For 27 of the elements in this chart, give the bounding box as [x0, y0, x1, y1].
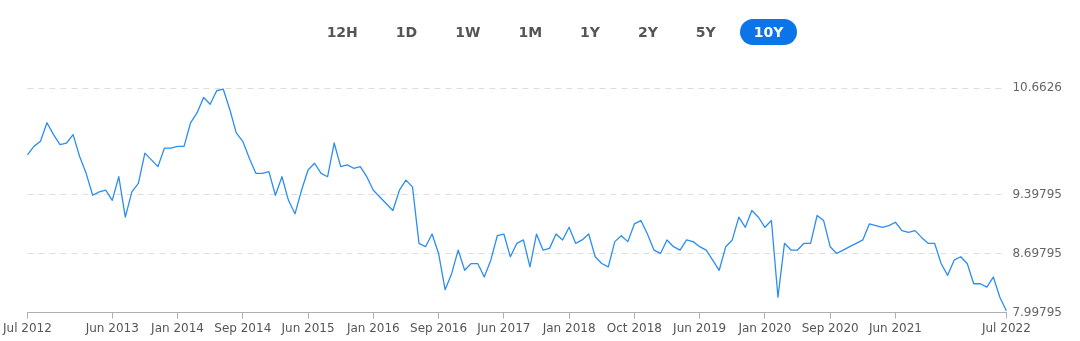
text: 10Y: [739, 19, 798, 45]
text: 1M: [517, 23, 544, 42]
x-tick-label: Jan 2014: [150, 320, 204, 335]
x-tick-label: Jul 2012: [1, 320, 52, 335]
y-tick-label: 7.99795: [1012, 304, 1062, 319]
x-tick-label: Jun 2021: [867, 320, 922, 335]
text: 1Y: [579, 23, 601, 42]
x-tick-label: Jan 2020: [737, 320, 792, 335]
x-tick-label: Jun 2017: [476, 320, 531, 335]
x-tick-label: Sep 2020: [801, 320, 859, 335]
x-tick-label: Jun 2013: [84, 320, 139, 335]
text: 1W: [454, 23, 482, 42]
x-tick-label: Jan 2016: [345, 320, 400, 335]
text: 5Y: [694, 23, 717, 42]
y-tick-label: 8.69795: [1012, 245, 1062, 260]
x-tick-label: Jul 2022: [980, 320, 1031, 335]
x-tick-label: Sep 2016: [410, 320, 468, 335]
x-tick-label: Jan 2018: [541, 320, 596, 335]
x-tick-label: Jun 2019: [672, 320, 727, 335]
text: 12H: [325, 23, 359, 42]
x-tick-label: Sep 2014: [214, 320, 272, 335]
y-tick-label: 9.39795: [1012, 186, 1062, 201]
x-tick-label: Oct 2018: [606, 320, 662, 335]
x-tick-label: Jun 2015: [280, 320, 335, 335]
text: 1D: [394, 23, 419, 42]
text: 2Y: [636, 23, 659, 42]
y-tick-label: 10.6626: [1012, 80, 1062, 95]
